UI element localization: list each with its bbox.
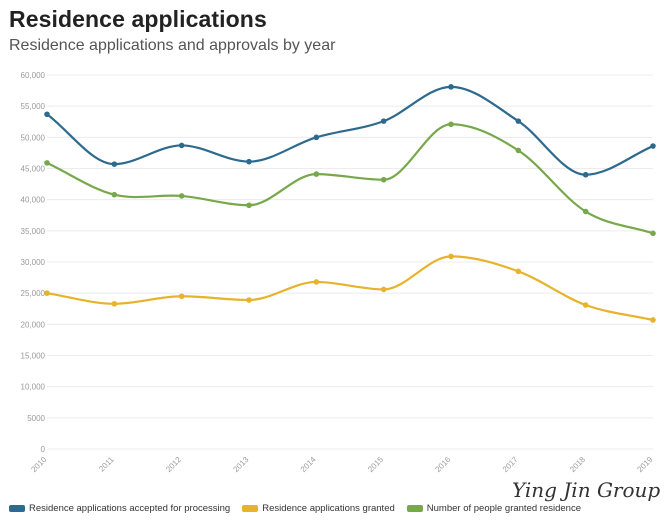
x-tick-label: 2013: [231, 455, 250, 474]
legend-item: Residence applications granted: [242, 503, 395, 514]
x-tick-label: 2011: [97, 455, 116, 474]
y-tick-label: 0: [41, 445, 46, 454]
data-point: [515, 147, 522, 154]
data-point: [582, 171, 589, 178]
data-point: [448, 84, 454, 90]
data-point: [380, 118, 387, 124]
y-tick-label: 20,000: [21, 320, 46, 329]
data-point: [515, 118, 522, 124]
data-point: [515, 268, 522, 275]
legend-item: Residence applications accepted for proc…: [9, 503, 230, 514]
legend-swatch: [406, 504, 423, 512]
y-tick-label: 50,000: [21, 133, 46, 142]
data-point: [246, 202, 252, 209]
chart-legend: Residence applications accepted for proc…: [9, 500, 593, 516]
data-point: [44, 160, 50, 166]
data-point: [246, 158, 252, 165]
data-point: [582, 208, 589, 215]
data-point: [44, 290, 50, 296]
data-point: [111, 300, 118, 307]
data-point: [313, 279, 320, 285]
legend-swatch: [242, 504, 259, 512]
data-point: [380, 286, 387, 293]
legend-swatch: [9, 504, 25, 512]
y-tick-label: 25,000: [21, 289, 46, 298]
data-point: [111, 161, 118, 167]
data-point: [313, 134, 320, 141]
data-point: [582, 302, 589, 308]
series-line-1: [45, 85, 655, 176]
y-tick-label: 35,000: [21, 227, 46, 236]
y-tick-label: 10,000: [21, 383, 46, 392]
chart-subtitle: Residence applications and approvals by …: [9, 37, 336, 54]
legend-label: Number of people granted residence: [426, 502, 581, 514]
series-line-3: [45, 123, 655, 235]
watermark: Ying Jin Group: [512, 478, 661, 502]
data-point: [178, 142, 185, 149]
x-tick-label: 2014: [299, 455, 318, 474]
chart-title: Residence applications: [9, 6, 267, 32]
data-point: [178, 293, 185, 300]
y-tick-label: 40,000: [21, 196, 46, 205]
legend-item: Number of people granted residence: [406, 502, 581, 514]
legend-label: Residence applications accepted for proc…: [29, 502, 231, 514]
x-tick-label: 2019: [635, 455, 654, 474]
x-tick-label: 2015: [366, 455, 385, 474]
data-point: [178, 193, 185, 199]
data-point: [111, 191, 118, 198]
x-tick-label: 2012: [164, 455, 183, 474]
series-line-2: [45, 255, 655, 322]
y-tick-label: 5000: [27, 414, 45, 423]
data-point: [650, 230, 656, 237]
data-point: [246, 297, 252, 303]
data-point: [448, 253, 454, 260]
x-tick-label: 2010: [29, 455, 48, 474]
data-point: [650, 317, 656, 323]
data-point: [448, 121, 454, 128]
x-tick-label: 2017: [501, 455, 520, 474]
y-tick-label: 30,000: [21, 258, 46, 267]
data-point: [313, 171, 320, 177]
data-point: [650, 143, 656, 149]
y-tick-label: 60,000: [21, 71, 46, 80]
y-tick-label: 55,000: [21, 102, 46, 111]
y-tick-label: 15,000: [21, 352, 46, 361]
x-tick-label: 2016: [433, 455, 452, 474]
x-tick-label: 2018: [568, 455, 587, 474]
y-tick-label: 45,000: [21, 165, 46, 174]
legend-label: Residence applications granted: [262, 502, 395, 514]
data-point: [380, 176, 387, 183]
data-point: [44, 111, 50, 118]
